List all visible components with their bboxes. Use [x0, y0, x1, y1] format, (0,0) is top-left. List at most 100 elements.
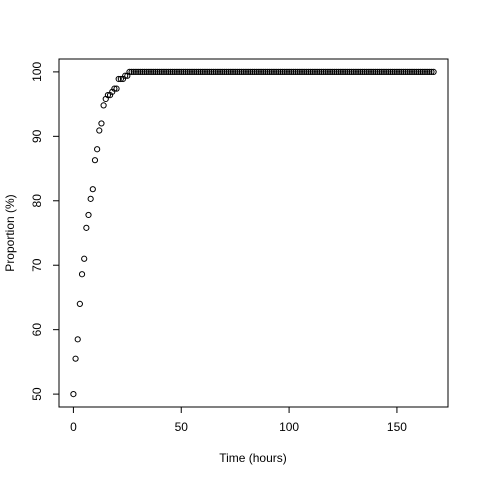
point [316, 68, 323, 75]
point [314, 68, 321, 75]
point [290, 68, 297, 75]
point [367, 68, 375, 75]
point [268, 68, 275, 75]
point [333, 68, 340, 75]
point [387, 68, 394, 75]
y-tick-label: 50 [30, 387, 44, 401]
x-tick-label: 100 [279, 420, 299, 434]
point [171, 68, 178, 75]
point [285, 68, 293, 75]
x-axis-label: Time (hours) [219, 451, 287, 465]
point [288, 68, 295, 75]
point [169, 68, 176, 75]
y-axis-label: Proportion (%) [3, 194, 17, 271]
point [245, 68, 252, 75]
point [132, 68, 140, 75]
point [173, 68, 181, 75]
point [74, 336, 81, 343]
point [154, 68, 161, 75]
point [210, 68, 217, 75]
point [197, 68, 204, 75]
point [193, 68, 200, 75]
point [232, 68, 239, 75]
point [385, 68, 392, 75]
point [294, 68, 301, 75]
point [76, 300, 83, 307]
point [145, 68, 152, 75]
point [303, 68, 310, 75]
x-tick-label: 50 [175, 420, 189, 434]
point [126, 68, 133, 75]
point [96, 127, 103, 134]
point [249, 68, 256, 75]
point [180, 68, 187, 75]
point [400, 68, 407, 75]
point [94, 146, 101, 153]
point [216, 68, 224, 75]
point [395, 68, 403, 75]
point [370, 68, 377, 75]
point [376, 68, 383, 75]
point [113, 85, 120, 92]
point [137, 68, 144, 75]
point [411, 68, 418, 75]
point [150, 68, 157, 75]
point [236, 68, 243, 75]
point [255, 68, 262, 75]
point [83, 224, 90, 231]
point [184, 68, 191, 75]
point [260, 68, 267, 75]
point [359, 68, 366, 75]
point [78, 271, 86, 278]
point [402, 68, 409, 75]
point [165, 68, 172, 75]
point [262, 68, 269, 75]
point [234, 68, 241, 75]
point [253, 68, 260, 75]
point [326, 68, 334, 75]
point [426, 68, 433, 75]
point [206, 68, 213, 75]
plot-box [58, 58, 449, 408]
point [122, 72, 129, 79]
point [135, 68, 142, 75]
point [238, 68, 245, 75]
x-tick-label: 0 [70, 420, 77, 434]
point [277, 68, 284, 75]
point [374, 68, 381, 75]
point [380, 68, 388, 75]
point [296, 68, 303, 75]
point [311, 68, 319, 75]
point [247, 68, 254, 75]
point [357, 68, 364, 75]
point [128, 68, 135, 75]
point [98, 120, 105, 127]
point [227, 68, 234, 75]
point [320, 68, 327, 75]
point [430, 68, 437, 75]
point [408, 68, 416, 75]
point [195, 68, 202, 75]
point [322, 68, 329, 75]
y-tick-label: 70 [30, 258, 44, 272]
point [81, 255, 88, 262]
point [85, 211, 92, 219]
point [309, 68, 316, 75]
point [337, 68, 344, 75]
point [188, 68, 196, 75]
point [266, 68, 273, 75]
point [100, 102, 107, 109]
point [223, 68, 230, 75]
x-tick-label: 150 [387, 420, 407, 434]
point [329, 68, 336, 75]
point [201, 68, 209, 75]
point [141, 68, 148, 75]
point [139, 68, 146, 75]
point [393, 68, 401, 75]
point [163, 68, 170, 75]
point [87, 195, 94, 202]
point [158, 68, 165, 75]
point [372, 68, 379, 75]
